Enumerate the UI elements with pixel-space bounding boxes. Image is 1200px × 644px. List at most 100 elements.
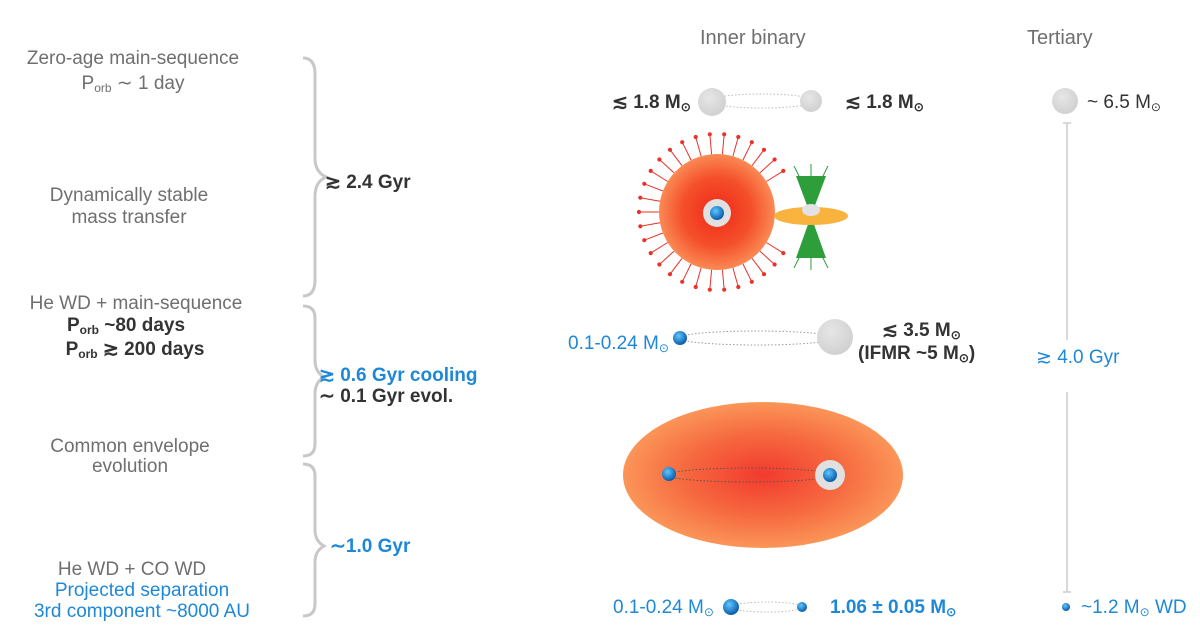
hewd-ms-orbit <box>678 330 836 346</box>
wind-spike-tip <box>761 147 767 152</box>
tertiary-age: ≳ 4.0 Gyr <box>1036 347 1120 368</box>
wind-spike <box>742 263 753 283</box>
final-cowd-mass: 1.06 ± 0.05 M⊙ <box>830 597 957 619</box>
ms-star-row3 <box>817 319 853 355</box>
wind-spike-tip <box>749 279 754 284</box>
duration-evolution: ∼ 0.1 Gyr evol. <box>319 386 454 407</box>
inner-binary-header: Inner binary <box>700 27 806 49</box>
wind-spike-tip <box>722 287 727 292</box>
wind-spike-tip <box>636 209 642 215</box>
wind-spike <box>669 257 683 275</box>
wind-spike <box>742 141 753 161</box>
wind-spike-tip <box>722 132 727 137</box>
brace-3 <box>302 462 328 618</box>
wind-spike-tip <box>707 287 712 292</box>
wind-spike-tip <box>642 238 647 243</box>
wind-spike-tip <box>680 140 685 145</box>
tertiary-star <box>1052 88 1078 114</box>
jet-up <box>796 176 826 216</box>
hewd-star <box>673 331 687 345</box>
wind-spike-tip <box>736 134 741 140</box>
wind-spike-tip <box>749 140 754 145</box>
stage-zams-title: Zero-age main-sequence <box>26 48 240 69</box>
duration-zams-to-hewd: ≳ 2.4 Gyr <box>325 172 411 193</box>
wind-spike-tip <box>707 132 712 137</box>
wind-spike <box>695 267 702 288</box>
brace-2 <box>302 304 328 458</box>
wind-spike <box>721 134 725 155</box>
hewd-mass: 0.1-0.24 M⊙ <box>568 333 669 355</box>
wind-spike <box>721 269 725 290</box>
wind-spike <box>659 250 675 265</box>
wind-spike-tip <box>781 251 786 256</box>
stage-hewd-ms-period1: Porb ~80 days <box>66 315 186 337</box>
giant-core-wd <box>710 206 724 220</box>
wind-spike-tip <box>642 181 647 186</box>
wind-spike <box>766 170 784 182</box>
final-cowd <box>797 602 807 612</box>
wind-spike <box>732 136 739 157</box>
wind-spike <box>681 141 692 161</box>
duration-cooling: ≳ 0.6 Gyr cooling <box>319 365 478 386</box>
final-hewd-mass: 0.1-0.24 M⊙ <box>613 597 714 619</box>
jet-down <box>796 216 826 258</box>
stage-hewd-ms-title: He WD + main-sequence <box>29 293 243 314</box>
wind-spike-tip <box>667 147 673 152</box>
ms-mass-row3: ≲ 3.5 M⊙ <box>882 320 961 342</box>
wind-spike-tip <box>680 279 685 284</box>
tertiary-header: Tertiary <box>1027 27 1093 49</box>
wind-spike-tip <box>638 224 643 229</box>
wind-spike-tip <box>781 168 786 173</box>
wind-spike <box>695 136 702 157</box>
wind-spike <box>640 222 661 227</box>
common-envelope <box>623 402 903 548</box>
wind-spike-tip <box>648 168 653 173</box>
stage-final-tertiary-distance: 3rd component ~8000 AU <box>33 601 250 622</box>
brace-1 <box>302 56 330 298</box>
wind-spike <box>644 183 664 192</box>
zams-secondary-star <box>800 90 822 112</box>
wind-spike-tip <box>693 284 698 290</box>
ifmr-mass: (IFMR ~5 M⊙) <box>858 343 976 365</box>
wind-spike-tip <box>693 134 698 140</box>
wind-spike <box>732 267 739 288</box>
stage-stable-mt-line1: Dynamically stable <box>49 185 209 206</box>
accretor-star <box>802 204 820 216</box>
wind-spike <box>751 149 765 167</box>
wind-spike <box>650 242 668 254</box>
wind-spike-tip <box>736 284 741 290</box>
wind-spike-tip <box>772 262 777 267</box>
wind-spike <box>751 257 765 275</box>
tertiary-wd-mass: ~1.2 M⊙ WD <box>1081 597 1187 619</box>
wind-spike <box>644 232 664 241</box>
giant-spikes <box>636 132 786 292</box>
wind-spike-tip <box>772 157 777 162</box>
final-orbit <box>730 601 804 613</box>
wind-spike <box>759 250 775 265</box>
final-hewd <box>723 599 739 615</box>
stage-ce-line1: Common envelope <box>50 436 210 457</box>
ce-giant-core-wd <box>823 468 837 482</box>
stage-zams-period: Porb ∼ 1 day <box>81 73 185 95</box>
wind-spike-tip <box>638 195 643 200</box>
zams-primary-star <box>698 88 726 116</box>
wind-spike <box>640 197 661 202</box>
wind-spike-tip <box>667 272 673 277</box>
duration-final: ∼1.0 Gyr <box>330 536 411 557</box>
stage-ce-line2: evolution <box>91 456 169 477</box>
wind-spike <box>659 159 675 174</box>
tertiary-wd <box>1062 603 1070 611</box>
wind-spike-tip <box>648 251 653 256</box>
wind-spike <box>681 263 692 283</box>
stage-stable-mt-line2: mass transfer <box>71 207 187 228</box>
stage-hewd-ms-period2: Porb ≳ 200 days <box>65 339 205 361</box>
wind-spike-tip <box>657 157 662 162</box>
zams-primary-mass: ≲ 1.8 M⊙ <box>612 92 691 114</box>
tertiary-initial-mass: ~ 6.5 M⊙ <box>1087 92 1161 114</box>
stage-final-title: He WD + CO WD <box>57 559 207 580</box>
wind-spike-tip <box>761 272 767 277</box>
zams-secondary-mass: ≲ 1.8 M⊙ <box>845 92 924 114</box>
wind-spike <box>669 149 683 167</box>
wind-spike <box>766 242 784 254</box>
